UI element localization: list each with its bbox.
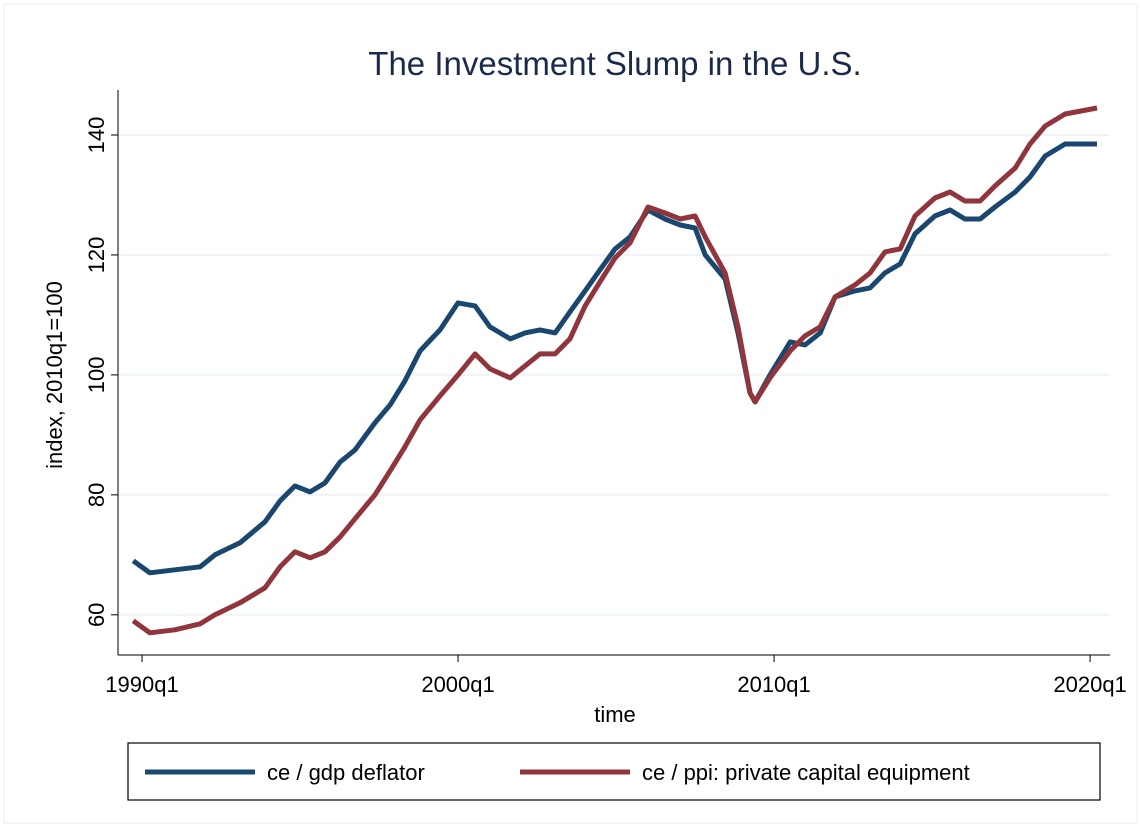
series-line: [131, 105, 1098, 636]
frame: [3, 3, 1138, 824]
y-tick-label: 100: [84, 357, 109, 394]
x-tick-label: 1990q1: [105, 672, 178, 697]
y-tick-label: 60: [84, 603, 109, 627]
legend-label: ce / gdp deflator: [267, 760, 425, 785]
x-tick-label: 2000q1: [421, 672, 494, 697]
x-tick-label: 2020q1: [1053, 672, 1126, 697]
x-axis-title: time: [594, 702, 636, 727]
chart-title: The Investment Slump in the U.S.: [368, 45, 861, 82]
legend-label: ce / ppi: private capital equipment: [642, 760, 970, 785]
series-line: [131, 141, 1097, 576]
x-tick-label: 2010q1: [737, 672, 810, 697]
y-axis-title: index, 2010q1=100: [42, 281, 67, 469]
y-tick-label: 140: [84, 117, 109, 154]
y-tick-label: 120: [84, 237, 109, 274]
y-tick-label: 80: [84, 483, 109, 507]
